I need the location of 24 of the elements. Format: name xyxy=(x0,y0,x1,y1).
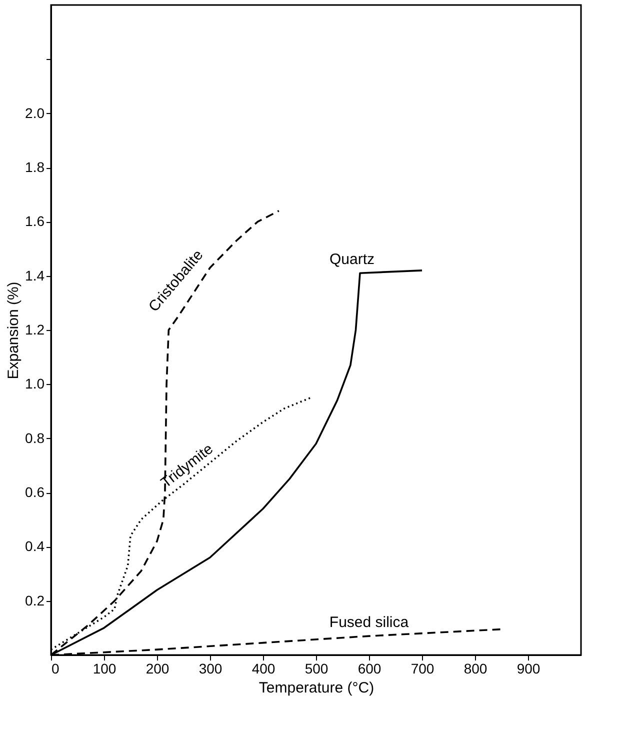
x-tick-label: 400 xyxy=(252,660,276,676)
x-tick-label: 100 xyxy=(92,660,116,676)
y-tick-label: 0.2 xyxy=(25,592,45,608)
series-label: Fused silica xyxy=(329,614,410,632)
x-tick-label: 800 xyxy=(464,660,488,676)
x-tick-label: 0 xyxy=(52,660,60,676)
y-tick-label: 0.6 xyxy=(25,484,45,500)
series-label: Quartz xyxy=(329,251,374,268)
x-tick-label: 700 xyxy=(410,660,434,676)
x-tick-label: 300 xyxy=(198,660,222,676)
y-tick-label: 1.2 xyxy=(25,322,45,338)
x-tick-label: 600 xyxy=(358,660,382,676)
y-tick-label: 1.8 xyxy=(25,159,45,175)
x-tick-label: 900 xyxy=(516,660,540,676)
x-tick-label: 200 xyxy=(146,660,170,676)
x-axis-title: Temperature (°C) xyxy=(258,680,374,696)
y-tick-label: 1.0 xyxy=(25,376,45,392)
y-tick-label: 0.8 xyxy=(25,430,45,446)
y-tick-label: 1.4 xyxy=(25,267,45,284)
y-tick-label: 1.6 xyxy=(25,213,45,230)
y-tick-label: 0.4 xyxy=(25,538,45,554)
x-tick-label: 500 xyxy=(304,660,328,676)
y-axis-title: Expansion (%) xyxy=(5,282,22,380)
y-tick-label: 2.0 xyxy=(25,104,45,121)
